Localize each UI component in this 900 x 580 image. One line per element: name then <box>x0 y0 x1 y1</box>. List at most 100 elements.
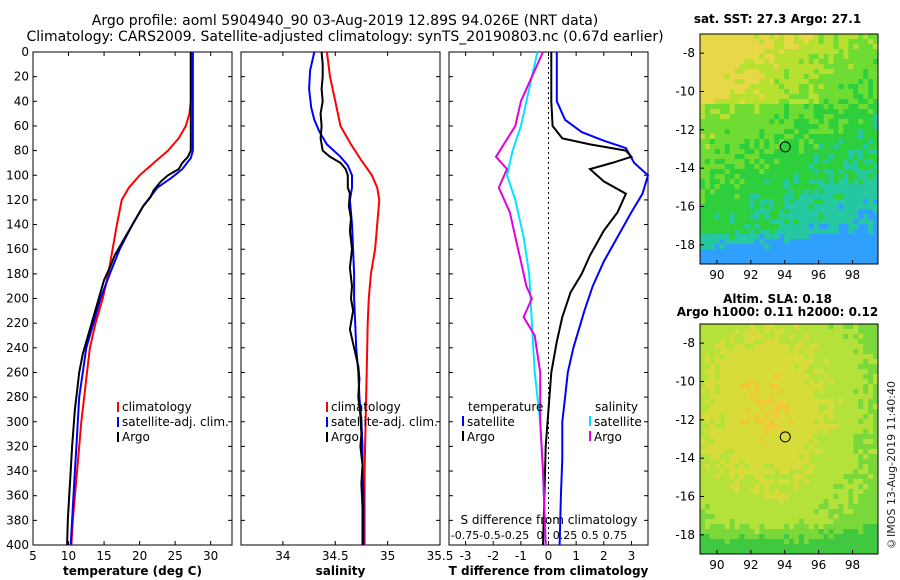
series-t-satellite <box>555 52 650 546</box>
x2-tick-label: -0.75 <box>451 529 479 542</box>
title-line-2: Climatology: CARS2009. Satellite-adjuste… <box>26 29 664 45</box>
y-tick-label: 60 <box>14 119 29 133</box>
x-tick-label: 30 <box>203 549 218 563</box>
y-tick-label: 200 <box>6 292 29 306</box>
map-x-tick-label: 98 <box>845 268 860 282</box>
x-tick-label: 5 <box>29 549 37 563</box>
x-tick-label: 3 <box>628 549 636 563</box>
x2-tick-label: 0 <box>537 529 544 542</box>
map-y-tick-label: -16 <box>675 200 695 214</box>
x-tick-label: 35 <box>380 549 395 563</box>
map-y-tick-label: -18 <box>675 528 695 542</box>
legend-entry: satellite <box>594 415 642 429</box>
y-tick-label: 160 <box>6 242 29 256</box>
series-satellite-adj-clim- <box>69 52 194 546</box>
x-tick-label: -1 <box>515 549 527 563</box>
y-tick-label: 80 <box>14 144 29 158</box>
difference-from-climatology-frame <box>448 51 649 546</box>
x-tick-label: -2 <box>487 549 499 563</box>
y-tick-label: 40 <box>14 94 29 108</box>
x2-tick-label: 0.25 <box>553 529 578 542</box>
map-x-tick-label: 96 <box>811 558 826 572</box>
series-s-satellite <box>505 51 547 546</box>
map-y-tick-label: -10 <box>675 375 695 389</box>
y-tick-label: 120 <box>6 193 29 207</box>
sla-title-2: Argo h1000: 0.11 h2000: 0.12 <box>676 305 879 319</box>
y-tick-label: 320 <box>6 439 29 453</box>
map-y-tick-label: -8 <box>683 46 695 60</box>
legend-entry: climatology <box>331 400 401 414</box>
x-axis-label: salinity <box>316 564 366 578</box>
series-s-argo <box>494 51 547 546</box>
sst-map-heatmap <box>700 34 879 265</box>
legend-entry: Argo <box>467 430 495 444</box>
x-tick-label: 20 <box>132 549 147 563</box>
series-t-argo <box>542 52 634 546</box>
timestamp: ©IMOS 13-Aug-2019 11:40:40 <box>885 381 898 550</box>
map-x-tick-label: 94 <box>777 268 792 282</box>
legend-entry: Argo <box>594 430 622 444</box>
series-argo <box>66 52 192 546</box>
legend-entry: satellite-adj. clim. <box>331 415 438 429</box>
x-axis-label: temperature (deg C) <box>63 564 202 578</box>
x-tick-label: 35.5 <box>427 549 454 563</box>
x2-axis-label: S difference from climatology <box>461 513 638 527</box>
y-tick-label: 300 <box>6 415 29 429</box>
legend-heading: salinity <box>595 400 638 414</box>
x2-tick-label: 0.75 <box>603 529 628 542</box>
x-tick-label: 34 <box>275 549 290 563</box>
y-tick-label: 140 <box>6 218 29 232</box>
y-tick-label: 20 <box>14 70 29 84</box>
x-tick-label: 1 <box>572 549 580 563</box>
legend-entry: climatology <box>122 400 192 414</box>
sla-title-1: Altim. SLA: 0.18 <box>723 292 832 306</box>
salinity-profile-frame <box>240 51 441 546</box>
sla-map-frame <box>699 323 879 555</box>
series-climatology <box>70 52 192 546</box>
x-tick-label: 0 <box>545 549 553 563</box>
x-tick-label: 25 <box>168 549 183 563</box>
x-axis-label: T difference from climatology <box>449 564 649 578</box>
temperature-profile-frame <box>32 51 233 546</box>
map-x-tick-label: 98 <box>845 558 860 572</box>
map-x-tick-label: 90 <box>709 268 724 282</box>
y-tick-label: 100 <box>6 168 29 182</box>
series-argo <box>319 51 364 545</box>
legend-entry: Argo <box>122 430 150 444</box>
map-x-tick-label: 92 <box>743 268 758 282</box>
series-satellite-adj-clim- <box>308 51 365 545</box>
map-y-tick-label: -8 <box>683 336 695 350</box>
argo-position-marker <box>779 141 791 153</box>
x2-tick-label: 0.5 <box>581 529 599 542</box>
map-y-tick-label: -18 <box>675 238 695 252</box>
sst-map-title: sat. SST: 27.3 Argo: 27.1 <box>693 12 862 26</box>
title-line-1: Argo profile: aoml 5904940_90 03-Aug-201… <box>91 13 599 29</box>
map-y-tick-label: -10 <box>675 85 695 99</box>
sla-map-heatmap <box>700 324 879 555</box>
y-tick-label: 260 <box>6 365 29 379</box>
y-tick-label: 340 <box>6 464 29 478</box>
legend-entry: satellite <box>467 415 515 429</box>
x-tick-label: 2 <box>600 549 608 563</box>
y-tick-label: 380 <box>6 513 29 527</box>
map-y-tick-label: -16 <box>675 490 695 504</box>
y-tick-label: 180 <box>6 267 29 281</box>
map-y-tick-label: -12 <box>675 413 695 427</box>
map-x-tick-label: 90 <box>709 558 724 572</box>
legend-entry: satellite-adj. clim. <box>122 415 229 429</box>
y-tick-label: 220 <box>6 316 29 330</box>
map-x-tick-label: 94 <box>777 558 792 572</box>
y-tick-label: 400 <box>6 538 29 552</box>
x2-tick-label: -0.5 <box>479 529 500 542</box>
x-tick-label: -3 <box>460 549 472 563</box>
map-y-tick-label: -12 <box>675 123 695 137</box>
argo-position-marker <box>779 431 791 443</box>
x-tick-label: 10 <box>61 549 76 563</box>
y-tick-label: 240 <box>6 341 29 355</box>
series-climatology <box>325 51 381 545</box>
sst-map-frame <box>699 33 879 265</box>
y-tick-label: 360 <box>6 489 29 503</box>
y-tick-label: 280 <box>6 390 29 404</box>
map-x-tick-label: 96 <box>811 268 826 282</box>
